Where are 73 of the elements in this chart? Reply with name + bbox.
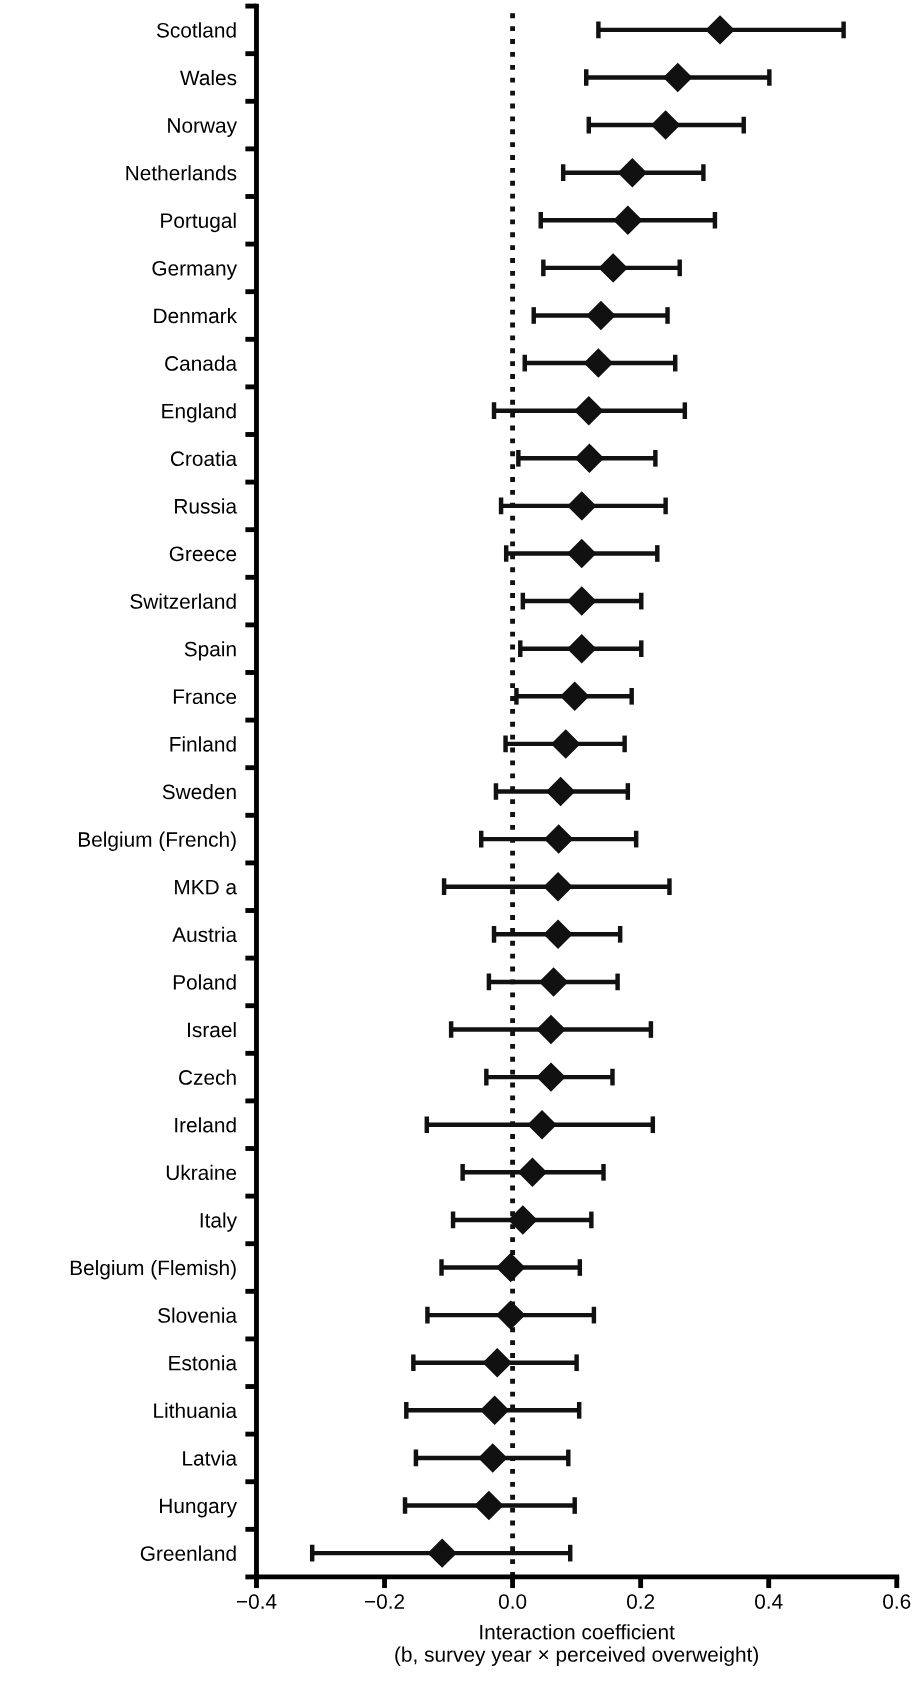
point <box>508 1205 538 1235</box>
point <box>613 205 643 235</box>
point <box>567 491 597 521</box>
y-tick-label: Ukraine <box>166 1164 237 1181</box>
y-tick-label: Netherlands <box>126 165 237 181</box>
point <box>546 777 576 806</box>
x-tick-label: 0.2 <box>626 1594 655 1609</box>
y-tick-label: Germany <box>152 260 237 280</box>
point <box>663 63 693 92</box>
point <box>574 443 604 473</box>
y-tick-label: Switzerland <box>130 593 236 609</box>
y-tick-label: Greenland <box>140 1545 236 1561</box>
y-tick-label: Poland <box>173 974 236 990</box>
y-tick-label: Hungary <box>160 1498 237 1518</box>
point <box>651 110 681 140</box>
x-tick-label: 0.6 <box>883 1594 911 1609</box>
y-tick-label: Israel <box>188 1021 236 1038</box>
y-tick-label: MKD a <box>175 879 238 895</box>
point <box>527 1110 557 1140</box>
y-tick-label: Spain <box>184 641 236 661</box>
y-tick-label: Scotland <box>156 22 236 38</box>
y-tick-label: Estonia <box>169 1355 238 1371</box>
y-tick-label: England <box>162 403 236 423</box>
x-tick-label: 0.4 <box>755 1594 783 1609</box>
y-tick-label: Belgium (Flemish) <box>70 1259 236 1280</box>
y-tick-label: Slovenia <box>158 1307 238 1323</box>
y-tick-label: Czech <box>179 1069 236 1085</box>
y-tick-label: Lithuania <box>154 1402 238 1419</box>
point <box>536 1015 566 1044</box>
point <box>496 1253 526 1282</box>
y-tick-label: Croatia <box>170 450 238 467</box>
x-axis-title: Interaction coefficient (b, survey year × perceived overweight) <box>395 1624 758 1666</box>
y-tick-label: Italy <box>200 1212 237 1232</box>
y-tick-label: Russia <box>175 498 238 514</box>
point <box>478 1443 508 1473</box>
point <box>544 824 574 854</box>
point <box>480 1395 510 1425</box>
point <box>567 634 597 664</box>
point <box>567 586 597 616</box>
y-tick-label: France <box>173 689 237 705</box>
point <box>560 681 590 711</box>
point <box>427 1538 457 1568</box>
point <box>474 1491 504 1520</box>
y-tick-label: Ireland <box>175 1117 236 1133</box>
point <box>583 348 613 378</box>
point <box>517 1157 547 1187</box>
point <box>617 158 647 188</box>
x-tick-label: −0.4 <box>236 1594 277 1609</box>
y-tick-label: Sweden <box>162 783 236 800</box>
y-tick-label: Austria <box>172 926 238 943</box>
y-tick-label: Greece <box>169 546 237 562</box>
point <box>586 301 616 330</box>
y-tick-label: Norway <box>168 118 237 137</box>
y-tick-label: Finland <box>170 736 236 752</box>
y-tick-label: Latvia <box>183 1450 238 1466</box>
point <box>543 872 573 902</box>
x-tick-label: −0.2 <box>365 1594 405 1609</box>
point <box>574 396 604 426</box>
y-tick-label: Belgium (French) <box>78 831 236 851</box>
point <box>567 539 597 568</box>
x-tick-label: 0.0 <box>498 1594 527 1609</box>
point <box>539 967 569 997</box>
y-tick-label: Wales <box>180 69 237 86</box>
point <box>551 729 581 759</box>
point <box>496 1300 526 1330</box>
point <box>705 15 735 45</box>
point <box>536 1062 566 1092</box>
point <box>482 1348 512 1378</box>
point <box>543 919 573 949</box>
y-tick-label: Portugal <box>161 212 236 233</box>
y-tick-label: Canada <box>165 355 238 371</box>
y-tick-label: Denmark <box>154 307 238 324</box>
point <box>598 253 628 283</box>
